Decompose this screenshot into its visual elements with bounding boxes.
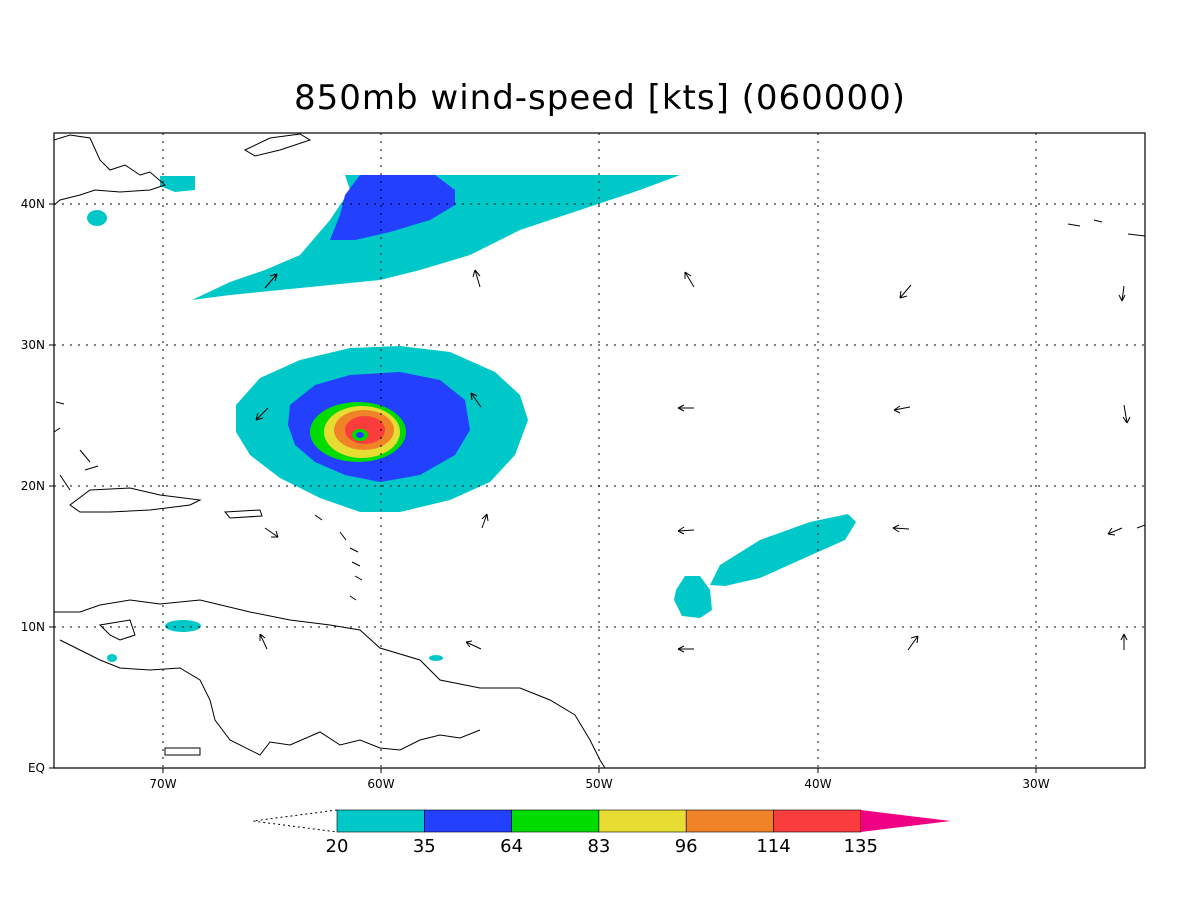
wind-spot-caribbean xyxy=(165,620,201,632)
wind-band-north-35kt xyxy=(330,175,455,240)
wind-band-north-20kt xyxy=(192,175,680,300)
colorbar-label: 35 xyxy=(413,836,436,857)
axis-ticks xyxy=(49,203,1037,773)
y-tick-label: 40N xyxy=(21,197,45,211)
colorbar-under-arrow xyxy=(252,809,338,833)
storm-ring-114kt xyxy=(345,416,385,444)
coastlines xyxy=(54,133,1145,768)
colorbar-swatch xyxy=(511,809,600,833)
colorbar-label: 64 xyxy=(500,836,523,857)
colorbar-label: 20 xyxy=(326,836,349,857)
colorbar-label: 114 xyxy=(756,836,790,857)
y-tick-label: EQ xyxy=(28,761,45,775)
x-tick-label: 60W xyxy=(367,777,394,791)
map-title: 850mb wind-speed [kts] (060000) xyxy=(294,78,906,118)
wind-spot-small-a xyxy=(107,654,117,662)
colorbar-swatch xyxy=(423,809,512,833)
colorbar-over-arrow xyxy=(860,810,951,832)
wind-patch-small-20kt xyxy=(674,576,712,618)
x-tick-label: 50W xyxy=(585,777,612,791)
wind-patch-east-20kt xyxy=(710,514,856,586)
plot-area xyxy=(54,133,1145,768)
colorbar-label: 135 xyxy=(844,836,878,857)
x-tick-label: 30W xyxy=(1022,777,1049,791)
wind-spot-northwest xyxy=(87,210,107,226)
colorbar-swatch xyxy=(598,809,687,833)
x-tick-label: 70W xyxy=(149,777,176,791)
gridlines xyxy=(54,133,1145,768)
storm-eye xyxy=(356,432,364,438)
y-tick-label: 30N xyxy=(21,338,45,352)
y-tick-label: 10N xyxy=(21,620,45,634)
colorbar-label: 96 xyxy=(675,836,698,857)
colorbar-swatch xyxy=(685,809,774,833)
colorbar: 20 35 64 83 96 114 135 xyxy=(252,809,951,857)
colorbar-label: 83 xyxy=(587,836,610,857)
x-tick-label: 40W xyxy=(804,777,831,791)
y-tick-label: 20N xyxy=(21,479,45,493)
wind-vectors xyxy=(255,269,1145,653)
colorbar-swatch xyxy=(773,809,862,833)
colorbar-swatch xyxy=(336,809,425,833)
wind-spot-small-b xyxy=(429,655,443,661)
wind-spot-north xyxy=(160,176,195,192)
